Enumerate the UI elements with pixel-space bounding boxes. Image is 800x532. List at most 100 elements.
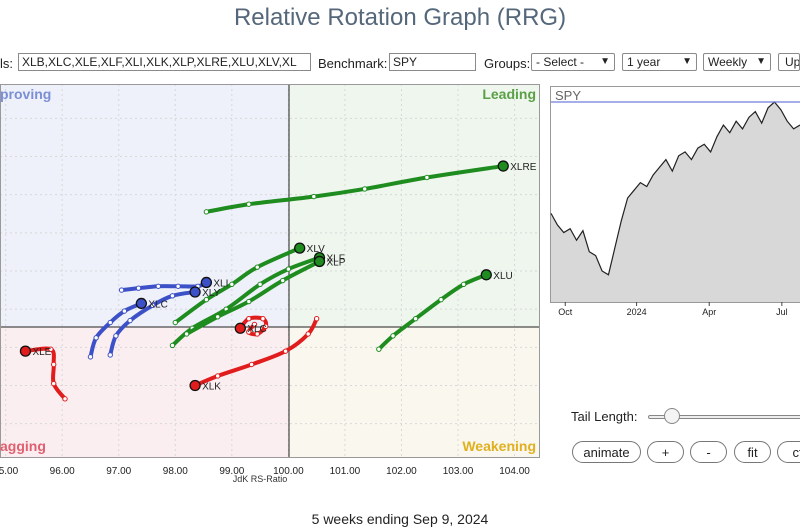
- tail-point: [87, 354, 94, 360]
- series-label: XLV: [307, 244, 325, 255]
- tail-point: [107, 352, 113, 358]
- series-label: XLP: [326, 257, 345, 268]
- rrg-chart: proving Leading agging Weakening 95.00 96…: [0, 84, 540, 484]
- tail-point: [254, 331, 260, 337]
- tail-length-slider-handle[interactable]: [664, 408, 680, 424]
- groups-label: Groups:: [484, 56, 531, 71]
- head-point[interactable]: [19, 345, 32, 357]
- x-tick-label: 101.00: [330, 466, 361, 477]
- series-xlc: XLC: [87, 297, 168, 360]
- zoom-out-button[interactable]: -: [690, 441, 727, 463]
- x-axis-title: JdK RS-Ratio: [233, 474, 288, 484]
- series-label: XLC: [148, 299, 167, 310]
- benchmark-label: Benchmark:: [318, 56, 388, 71]
- tail-point: [62, 396, 68, 402]
- tail-point: [390, 333, 396, 339]
- series-xly: XLY: [107, 286, 221, 358]
- x-tick-label: 95.00: [0, 466, 19, 477]
- zoom-in-button[interactable]: +: [647, 441, 684, 463]
- x-tick-label: 99.00: [219, 466, 244, 477]
- x-tick-label: 97.00: [106, 466, 131, 477]
- tail-point: [285, 266, 292, 272]
- tail-point: [93, 335, 99, 341]
- tail-point: [460, 281, 467, 288]
- benchmark-input[interactable]: SPY: [389, 53, 476, 71]
- series-xlc: XLC: [234, 315, 269, 337]
- tail-point: [214, 373, 221, 379]
- head-point[interactable]: [480, 269, 492, 281]
- head-point[interactable]: [200, 276, 213, 289]
- groups-select[interactable]: - Select - ▼: [531, 53, 615, 71]
- tail-point: [107, 319, 113, 326]
- tail-point: [305, 331, 311, 337]
- series-label: XLF: [326, 254, 344, 265]
- tail-point: [248, 361, 255, 368]
- head-point[interactable]: [497, 160, 509, 172]
- series-label: XLI: [213, 278, 228, 289]
- tail-point: [246, 201, 252, 207]
- period-select-value: 1 year: [627, 55, 661, 69]
- tail-point: [169, 342, 176, 349]
- tail-point: [246, 316, 252, 322]
- series-xle: XLE: [19, 345, 68, 402]
- tail-point: [127, 317, 133, 324]
- tail-length-label: Tail Length:: [571, 409, 638, 424]
- tail-point: [229, 281, 235, 288]
- x-tick-labels: 95.00 96.00 97.00 98.00 99.00 100.00 101.00 102…: [0, 466, 530, 477]
- series-xlp: XLP: [183, 255, 346, 337]
- plot-frame: [0, 84, 540, 458]
- series-xlu: XLU: [376, 269, 513, 352]
- x-tick-label: 102.00: [386, 466, 417, 477]
- benchmark-tick-label: Jul: [776, 307, 788, 317]
- benchmark-x-ticks: Oct 2024 Apr Jul: [558, 302, 788, 317]
- quadrant-weakening: [289, 327, 540, 458]
- head-point[interactable]: [313, 255, 326, 268]
- series-label: XLRE: [510, 162, 536, 173]
- animate-button[interactable]: animate: [572, 441, 641, 463]
- period-select[interactable]: 1 year ▼: [622, 53, 697, 71]
- benchmark-legend: SPY: [555, 88, 581, 103]
- series-label: XLK: [202, 381, 221, 392]
- tail-point: [282, 348, 289, 354]
- frequency-select[interactable]: Weekly ▼: [703, 53, 771, 71]
- head-point[interactable]: [294, 242, 306, 254]
- chevron-down-icon: ▼: [682, 56, 692, 67]
- head-point[interactable]: [189, 286, 201, 298]
- tail-point: [260, 316, 266, 322]
- tail-point: [118, 287, 125, 293]
- tail-point: [149, 302, 156, 309]
- benchmark-tick-label: 2024: [627, 307, 647, 317]
- quadrant-label-lagging: agging: [0, 438, 46, 454]
- tail-length-slider-track[interactable]: [648, 415, 800, 419]
- tail-point: [254, 264, 260, 270]
- benchmark-chart: SPY Oct 2024 Apr Jul: [550, 86, 800, 317]
- tail-point: [51, 361, 57, 368]
- series-label: XLU: [493, 271, 512, 282]
- head-point[interactable]: [189, 379, 201, 392]
- controls-bar: ls: XLB,XLC,XLE,XLF,XLI,XLK,XLP,XLRE,XLU…: [0, 52, 800, 76]
- tail-point: [412, 316, 419, 322]
- tail-point: [214, 314, 221, 320]
- tail-point: [169, 293, 176, 299]
- benchmark-tick-label: Apr: [702, 307, 716, 317]
- x-tick-label: 103.00: [443, 466, 474, 477]
- symbols-input[interactable]: XLB,XLC,XLE,XLF,XLI,XLK,XLP,XLRE,XLU,XLV…: [18, 53, 311, 71]
- groups-select-value: - Select -: [536, 55, 585, 69]
- quadrant-leading: [289, 84, 540, 327]
- x-tick-label: 100.00: [273, 466, 304, 477]
- quadrant-label-improving: proving: [0, 86, 51, 102]
- tail-point: [280, 277, 286, 284]
- fit-button[interactable]: fit: [734, 441, 771, 463]
- tail-point: [135, 285, 142, 291]
- tail-point: [311, 193, 317, 200]
- tail-point: [424, 174, 430, 181]
- update-button[interactable]: Up: [778, 53, 800, 71]
- frequency-select-value: Weekly: [708, 55, 748, 69]
- head-point[interactable]: [234, 322, 246, 334]
- tail-point: [362, 186, 368, 192]
- series-label: XLE: [32, 347, 51, 358]
- head-point[interactable]: [135, 297, 148, 310]
- tail-point: [155, 283, 162, 289]
- center-button[interactable]: ct: [777, 441, 800, 463]
- quadrant-label-weakening: Weakening: [462, 438, 536, 454]
